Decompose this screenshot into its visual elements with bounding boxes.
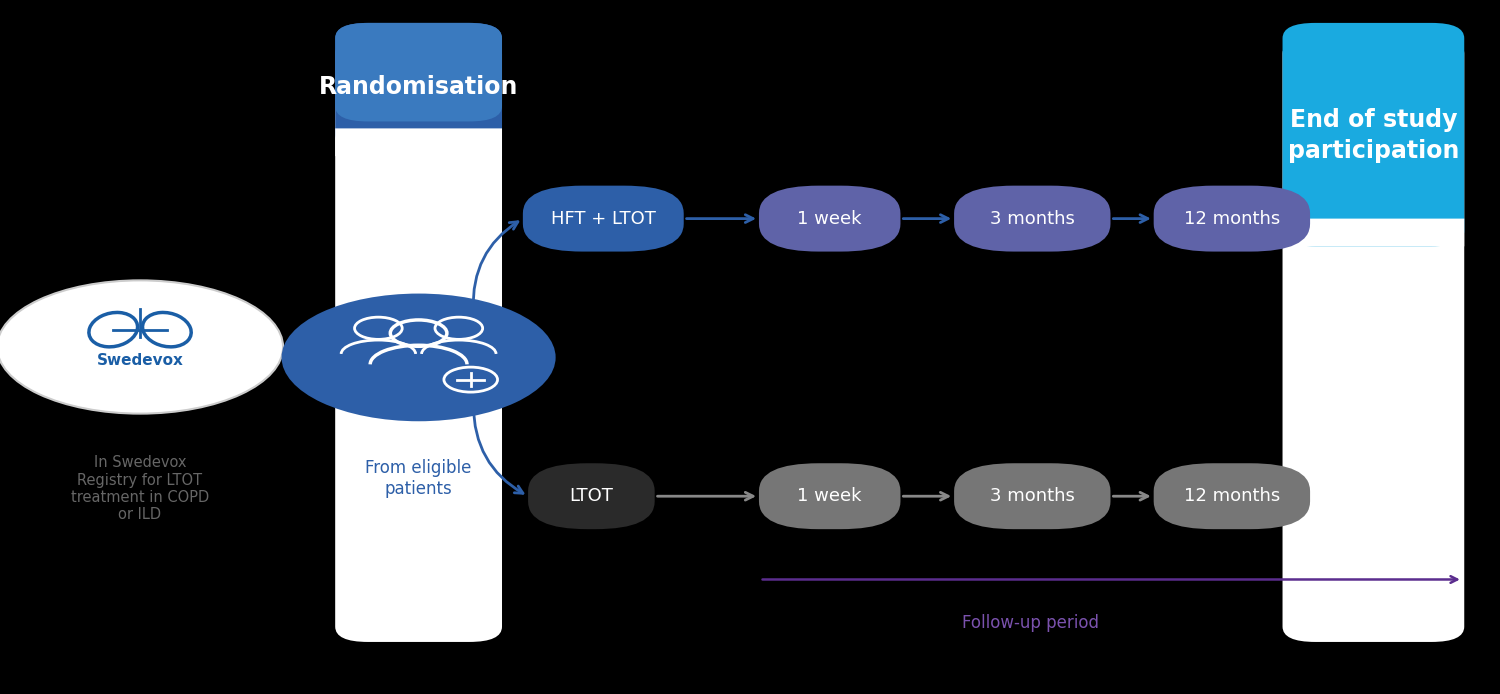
Text: Randomisation: Randomisation: [320, 75, 519, 99]
Text: 12 months: 12 months: [1184, 210, 1280, 228]
FancyBboxPatch shape: [334, 23, 502, 121]
Circle shape: [0, 280, 284, 414]
FancyArrowPatch shape: [474, 405, 524, 493]
FancyBboxPatch shape: [1154, 186, 1310, 251]
Text: 3 months: 3 months: [990, 210, 1074, 228]
FancyArrowPatch shape: [472, 222, 518, 310]
FancyBboxPatch shape: [759, 464, 900, 530]
FancyBboxPatch shape: [954, 186, 1110, 251]
Text: In Swedevox
Registry for LTOT
treatment in COPD
or ILD: In Swedevox Registry for LTOT treatment …: [70, 455, 209, 523]
Text: 12 months: 12 months: [1184, 487, 1280, 505]
Text: Follow-up period: Follow-up period: [963, 614, 1100, 632]
FancyBboxPatch shape: [528, 464, 654, 530]
FancyBboxPatch shape: [334, 128, 502, 156]
Text: HFT + LTOT: HFT + LTOT: [550, 210, 656, 228]
FancyBboxPatch shape: [524, 186, 684, 251]
Circle shape: [444, 367, 498, 392]
Circle shape: [282, 294, 555, 421]
Text: From eligible
patients: From eligible patients: [366, 459, 472, 498]
FancyBboxPatch shape: [1282, 219, 1464, 246]
FancyBboxPatch shape: [1154, 464, 1310, 530]
Text: Swedevox: Swedevox: [96, 353, 183, 369]
FancyBboxPatch shape: [759, 186, 900, 251]
FancyBboxPatch shape: [1282, 23, 1464, 246]
FancyBboxPatch shape: [334, 23, 502, 149]
FancyBboxPatch shape: [954, 464, 1110, 530]
FancyBboxPatch shape: [1282, 38, 1464, 642]
Text: End of study
participation: End of study participation: [1287, 108, 1460, 163]
Text: LTOT: LTOT: [570, 487, 614, 505]
Text: 1 week: 1 week: [798, 210, 862, 228]
Text: 3 months: 3 months: [990, 487, 1074, 505]
FancyBboxPatch shape: [334, 38, 502, 642]
Text: 1 week: 1 week: [798, 487, 862, 505]
